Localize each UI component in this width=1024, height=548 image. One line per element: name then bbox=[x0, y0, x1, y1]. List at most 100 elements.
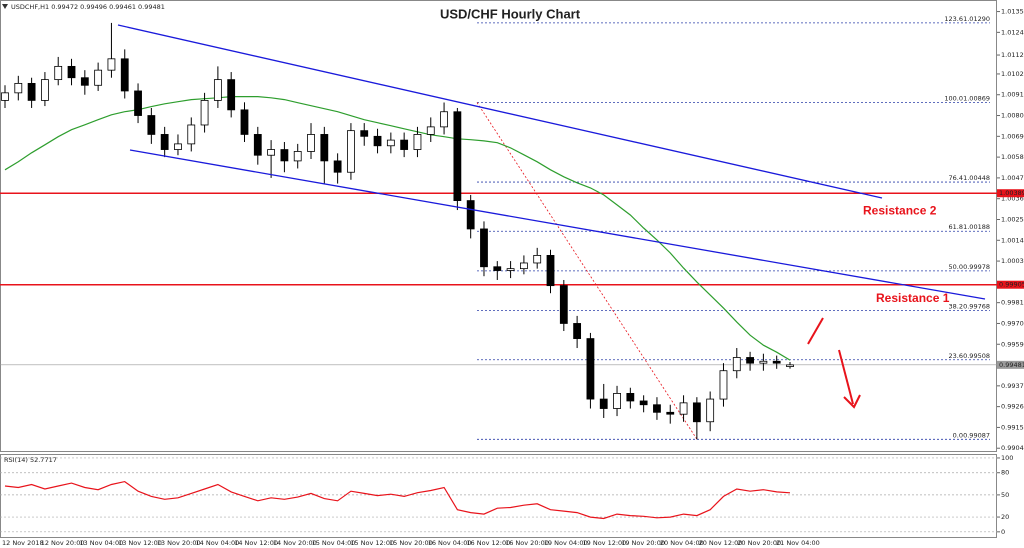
x-tick-label: 20 Nov 04:00 bbox=[660, 539, 704, 547]
fib-ratio: 123.6 bbox=[944, 15, 963, 23]
y-tick-label: 1.00250 bbox=[1001, 215, 1024, 223]
candle-body bbox=[426, 126, 435, 135]
y-tick-label: 1.00140 bbox=[1001, 236, 1024, 244]
y-tick-label: 0.99040 bbox=[1001, 444, 1024, 452]
candle-body bbox=[386, 139, 395, 147]
x-tick-label: 15 Nov 20:00 bbox=[389, 539, 433, 547]
down-arrow bbox=[838, 349, 854, 405]
chart-title: USD/CHF Hourly Chart bbox=[440, 6, 581, 21]
fib-price: 0.99768 bbox=[963, 303, 990, 311]
candle-body bbox=[14, 82, 23, 94]
candle-body bbox=[613, 393, 621, 409]
candle-body bbox=[267, 149, 276, 156]
y-tick-label: 0 bbox=[1001, 528, 1005, 536]
candle-body bbox=[559, 285, 568, 324]
candle-body bbox=[107, 58, 116, 71]
fib-ratio: 38.2 bbox=[949, 303, 963, 311]
candle-body bbox=[719, 370, 728, 400]
candle-body bbox=[333, 160, 342, 173]
candle-body bbox=[440, 111, 448, 128]
candle-body bbox=[1, 92, 9, 101]
candle-body bbox=[67, 65, 76, 79]
candle-body bbox=[347, 130, 355, 173]
price-tag bbox=[997, 360, 1024, 369]
candle-body bbox=[732, 357, 741, 372]
candle-body bbox=[519, 262, 528, 270]
x-tick-label: 14 Nov 12:00 bbox=[234, 539, 278, 547]
candle-body bbox=[626, 393, 635, 402]
candle-body bbox=[493, 266, 502, 271]
candle-body bbox=[240, 109, 249, 135]
candle-body bbox=[653, 404, 661, 413]
fib-ratio: 23.6 bbox=[949, 352, 963, 360]
fib-ratio: 76.4 bbox=[949, 174, 963, 182]
candle-body bbox=[360, 130, 369, 137]
candle-body bbox=[599, 398, 608, 409]
candle-body bbox=[187, 124, 196, 145]
candle-body bbox=[639, 400, 648, 406]
candle-body bbox=[413, 134, 422, 150]
candle-body bbox=[706, 398, 715, 423]
fib-ratio: 61.8 bbox=[949, 223, 963, 231]
y-tick-label: 1.00580 bbox=[1001, 153, 1024, 161]
candle-body bbox=[453, 111, 462, 201]
x-tick-label: 20 Nov 20:00 bbox=[737, 539, 781, 547]
x-tick-label: 21 Nov 04:00 bbox=[776, 539, 820, 547]
candle-body bbox=[94, 69, 103, 86]
plot-layer: 1.01350 1.01240 1.01120 1.01020 1.00910 1.008… bbox=[0, 8, 1024, 547]
y-tick-label: 50 bbox=[1001, 491, 1009, 499]
x-tick-label: 16 Nov 12:00 bbox=[466, 539, 510, 547]
x-tick-label: 13 Nov 12:00 bbox=[118, 539, 162, 547]
y-tick-label: 1.00800 bbox=[1001, 112, 1024, 120]
candle-body bbox=[533, 255, 542, 264]
candle-body bbox=[147, 115, 156, 135]
x-tick-label: 14 Nov 04:00 bbox=[196, 539, 240, 547]
candle-body bbox=[307, 134, 315, 152]
y-tick-label: 1.01120 bbox=[1001, 51, 1024, 59]
rsi-frame bbox=[0, 454, 997, 538]
candle-body bbox=[320, 134, 329, 162]
rsi-title: RSI(14) 52.7717 bbox=[4, 456, 57, 464]
candle-body bbox=[134, 90, 142, 116]
candle-body bbox=[772, 360, 781, 364]
y-tick-label: 1.00910 bbox=[1001, 91, 1024, 99]
price-tag bbox=[997, 280, 1024, 289]
x-tick-label: 19 Nov 04:00 bbox=[544, 539, 588, 547]
x-tick-label: 12 Nov 20:00 bbox=[41, 539, 85, 547]
candle-body bbox=[480, 228, 488, 268]
candle-body bbox=[253, 134, 262, 156]
fib-diagonal bbox=[476, 102, 698, 440]
y-tick-label: 20 bbox=[1001, 513, 1009, 521]
channel-upper bbox=[117, 24, 883, 199]
candle-body bbox=[280, 149, 289, 162]
candle-body bbox=[54, 65, 63, 81]
header-info: USDCHF,H1 0.99472 0.99496 0.99461 0.9948… bbox=[11, 3, 165, 11]
y-tick-label: 1.01350 bbox=[1001, 8, 1024, 16]
fib-ratio: 0.0 bbox=[953, 431, 963, 439]
x-tick-label: 19 Nov 12:00 bbox=[583, 539, 627, 547]
y-tick-label: 1.01020 bbox=[1001, 70, 1024, 78]
y-tick-label: 100 bbox=[1001, 454, 1013, 462]
candle-body bbox=[666, 411, 675, 415]
price-tag bbox=[997, 189, 1024, 198]
fib-price: 0.99087 bbox=[963, 431, 990, 439]
candle-body bbox=[41, 79, 49, 101]
y-tick-label: 1.00470 bbox=[1001, 174, 1024, 182]
fib-price: 0.99978 bbox=[963, 263, 990, 271]
series-line bbox=[4, 480, 791, 520]
resistance-label: Resistance 1 bbox=[876, 291, 950, 305]
candle-body bbox=[200, 100, 209, 126]
channel-lower bbox=[129, 149, 986, 300]
candle-body bbox=[586, 338, 595, 400]
x-tick-label: 12 Nov 2018 bbox=[2, 539, 44, 547]
y-tick-label: 1.00360 bbox=[1001, 195, 1024, 203]
candle-body bbox=[293, 151, 302, 162]
price-tag-label: 0.99905 bbox=[999, 281, 1024, 289]
resistance-label: Resistance 2 bbox=[863, 203, 937, 217]
